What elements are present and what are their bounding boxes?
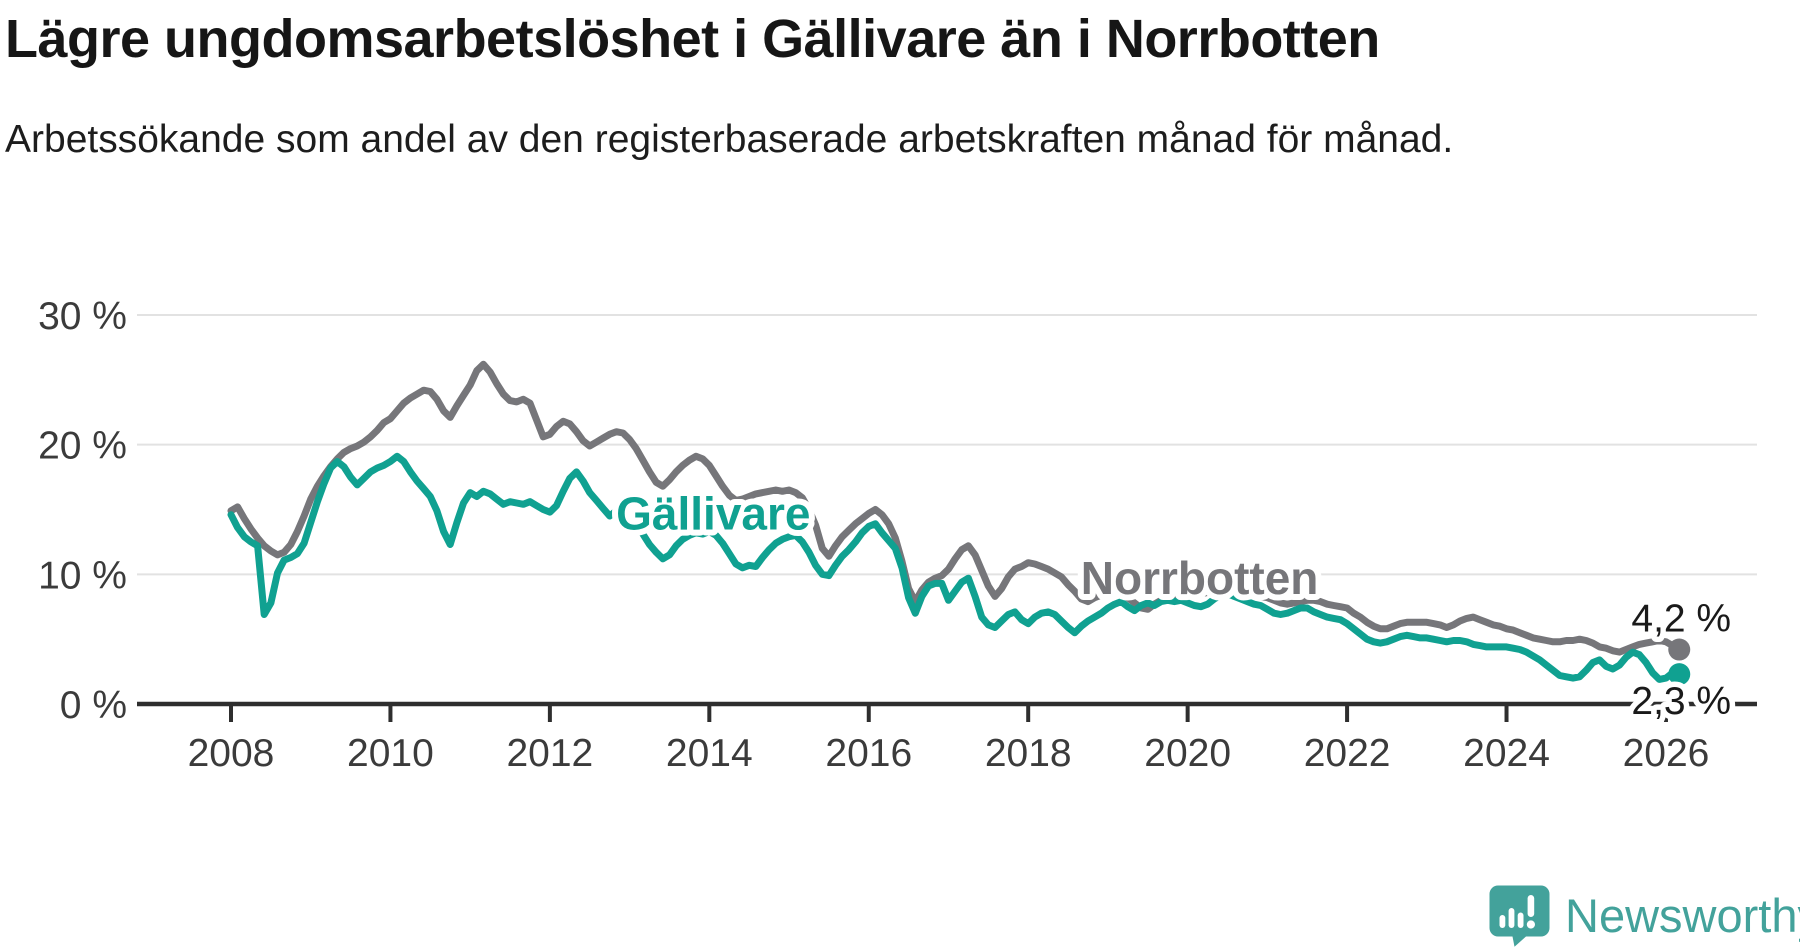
x-tick-label-2018: 2018 xyxy=(985,732,1072,775)
logo-bar-2 xyxy=(1508,908,1515,928)
x-tick-label-2010: 2010 xyxy=(347,732,434,775)
x-tick-label-2022: 2022 xyxy=(1304,732,1391,775)
end-value-label-norrbotten: 4,2 % xyxy=(1631,598,1731,641)
y-tick-label-0: 0 % xyxy=(60,684,127,727)
series-name-label-g-llivare: Gällivare xyxy=(616,487,810,539)
x-tick-label-2016: 2016 xyxy=(825,732,912,775)
x-tick-label-2014: 2014 xyxy=(666,732,753,775)
chart-title: Lägre ungdomsarbetslöshet i Gällivare än… xyxy=(5,9,1380,69)
end-value-label-g-llivare: 2,3 % xyxy=(1631,680,1731,723)
x-tick-label-2020: 2020 xyxy=(1144,732,1231,775)
x-tick-label-2024: 2024 xyxy=(1463,732,1550,775)
x-tick-label-2012: 2012 xyxy=(506,732,593,775)
logo-bar-1 xyxy=(1499,915,1506,928)
x-tick-label-2008: 2008 xyxy=(188,732,275,775)
series-line-norrbotten xyxy=(227,360,1683,656)
logo-bar-3 xyxy=(1517,912,1524,928)
y-tick-label-10: 10 % xyxy=(38,554,127,597)
y-tick-label-20: 20 % xyxy=(38,425,127,468)
series-name-label-norrbotten: Norrbotten xyxy=(1081,552,1319,604)
series-end-dot-norrbotten xyxy=(1668,638,1691,661)
series-end-dot-g-llivare xyxy=(1668,663,1691,686)
newsworthy-logo-text: Newsworthy xyxy=(1565,889,1800,942)
newsworthy-logo: Newsworthy xyxy=(1488,884,1800,947)
chart-subtitle: Arbetssökande som andel av den registerb… xyxy=(5,118,1454,161)
x-tick-label-2026: 2026 xyxy=(1623,732,1710,775)
logo-exclamation-dot xyxy=(1526,920,1535,929)
series-line-g-llivare xyxy=(227,452,1683,683)
y-tick-label-30: 30 % xyxy=(38,295,127,338)
logo-exclamation-bar xyxy=(1527,895,1535,917)
newsworthy-logo-icon xyxy=(1489,885,1550,947)
